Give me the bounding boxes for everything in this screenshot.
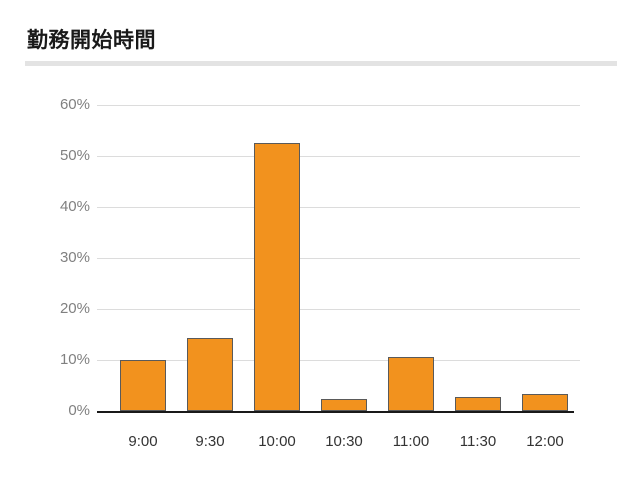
bar-9-00[interactable]: [120, 360, 166, 411]
x-tick-label: 12:00: [526, 433, 564, 450]
gridline: [97, 156, 580, 157]
gridline: [97, 207, 580, 208]
bar-10-00[interactable]: [254, 143, 300, 411]
bar-12-00[interactable]: [522, 393, 568, 411]
bar-10-30[interactable]: [321, 399, 367, 411]
x-axis-line: [97, 411, 574, 413]
page-title: 勤務開始時間: [27, 29, 156, 52]
y-tick-label: 0%: [68, 402, 90, 419]
y-tick-label: 10%: [59, 351, 90, 368]
gridline: [97, 360, 580, 361]
x-tick-label: 9:00: [128, 433, 158, 450]
y-tick-label: 60%: [59, 96, 90, 113]
y-tick-label: 50%: [59, 147, 90, 164]
bar-11-00[interactable]: [388, 356, 434, 411]
bar-11-30[interactable]: [455, 396, 501, 411]
gridline: [97, 105, 580, 106]
x-tick-label: 9:30: [195, 433, 225, 450]
title-divider: [25, 61, 617, 66]
y-tick-label: 20%: [59, 300, 90, 317]
x-tick-label: 11:00: [392, 433, 430, 450]
y-tick-label: 40%: [59, 198, 90, 215]
gridline: [97, 309, 580, 310]
x-tick-label: 10:30: [325, 433, 363, 450]
gridline: [97, 258, 580, 259]
x-tick-label: 10:00: [258, 433, 296, 450]
y-tick-label: 30%: [59, 249, 90, 266]
bar-9-30[interactable]: [187, 338, 233, 411]
x-tick-label: 11:30: [459, 433, 497, 450]
